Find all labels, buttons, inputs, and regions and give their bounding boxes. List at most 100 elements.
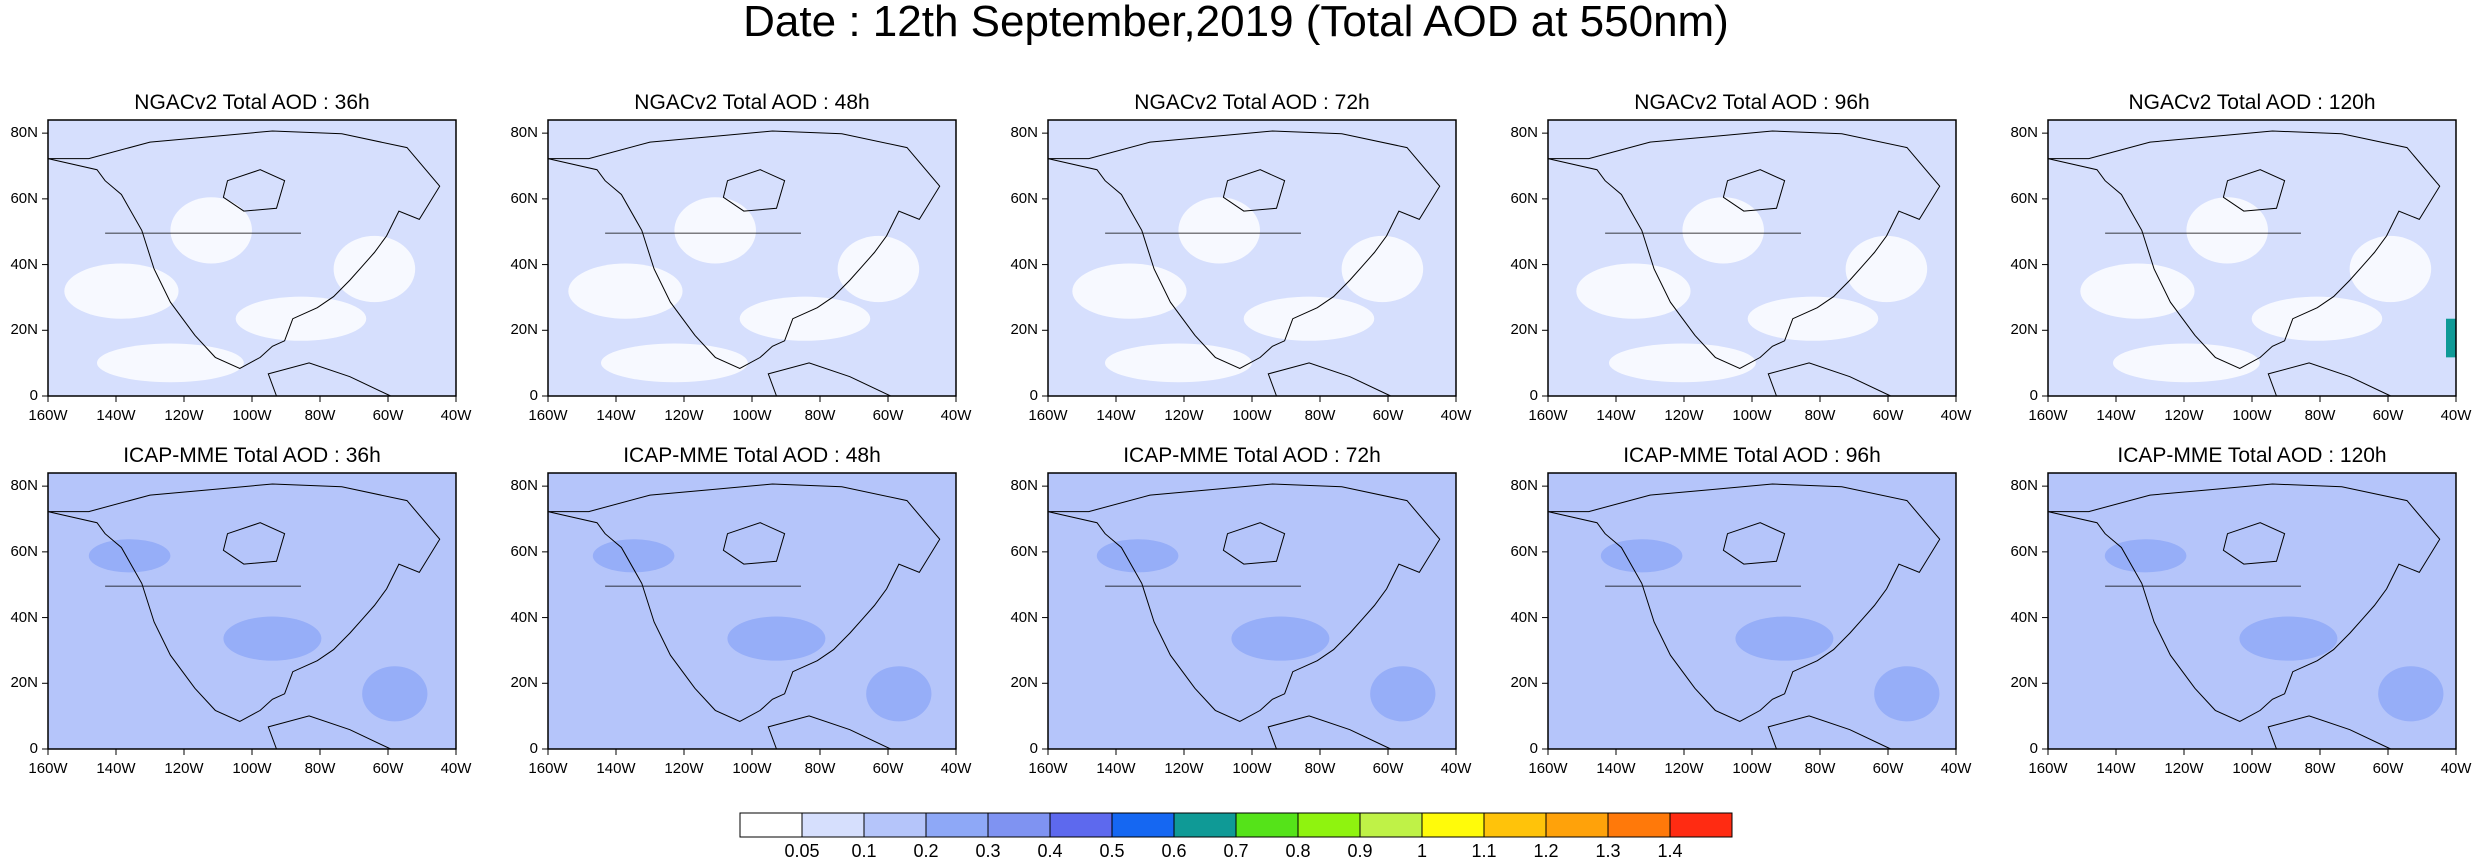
- lon-tick-label: 60W: [372, 407, 404, 424]
- lon-tick-label: 120W: [164, 407, 204, 424]
- lat-tick-label: 20N: [1010, 321, 1038, 339]
- lon-tick-label: 100W: [1732, 760, 1772, 777]
- aod-patch: [96, 343, 244, 383]
- colorbar-label: 0.1: [851, 841, 877, 861]
- lat-tick-label: 80N: [1010, 477, 1038, 495]
- coastline: [1047, 130, 1441, 369]
- lon-tick-label: 60W: [1372, 407, 1404, 424]
- colorbar-swatch: [1049, 812, 1113, 838]
- south-america-coast: [267, 362, 391, 397]
- south-america-coast: [2267, 362, 2391, 397]
- aod-patch: [2239, 616, 2338, 661]
- coastline: [547, 483, 941, 722]
- coastline: [2047, 130, 2441, 369]
- lat-tick-label: 0: [1529, 387, 1538, 404]
- lon-tick-label: 160W: [528, 760, 568, 777]
- panel-title: NGACv2 Total AOD : 96h: [1634, 91, 1870, 114]
- lat-tick-label: 40N: [2010, 255, 2038, 273]
- lat-tick-label: 0: [1029, 387, 1038, 404]
- lat-tick-label: 60N: [1510, 189, 1538, 207]
- hudson-bay-coast: [1222, 522, 1286, 565]
- lat-tick-label: 80N: [510, 477, 538, 495]
- lon-tick-label: 140W: [1596, 760, 1636, 777]
- hudson-bay-coast: [222, 169, 286, 212]
- lon-tick-label: 120W: [164, 760, 204, 777]
- lon-tick-label: 80W: [1304, 407, 1336, 424]
- aod-patch: [2112, 343, 2260, 383]
- lon-tick-label: 40W: [940, 407, 972, 424]
- colorbar-label: 0.6: [1161, 841, 1187, 861]
- hudson-bay-coast: [1222, 169, 1286, 212]
- aod-patch: [866, 666, 932, 722]
- aod-patch: [2186, 197, 2268, 264]
- aod-patch: [1845, 235, 1928, 303]
- colorbar-label: 1.3: [1595, 841, 1621, 861]
- lon-tick-label: 60W: [1872, 407, 1904, 424]
- aod-patch: [362, 666, 428, 722]
- lon-tick-label: 40W: [1940, 760, 1972, 777]
- map-panel: [1042, 472, 1457, 755]
- map-panel: [2042, 119, 2457, 402]
- coastline: [1547, 130, 1941, 369]
- colorbar-swatch: [1421, 812, 1485, 838]
- lon-tick-label: 80W: [304, 407, 336, 424]
- lon-tick-label: 100W: [732, 407, 772, 424]
- lat-tick-label: 60N: [2010, 189, 2038, 207]
- lon-tick-label: 160W: [1028, 407, 1068, 424]
- lon-tick-label: 60W: [872, 760, 904, 777]
- lat-tick-label: 40N: [1510, 608, 1538, 626]
- lat-tick-label: 40N: [510, 255, 538, 273]
- aod-patch: [2104, 539, 2187, 573]
- lon-tick-label: 60W: [872, 407, 904, 424]
- map-panel: [542, 472, 957, 755]
- coastline: [1547, 483, 1941, 722]
- south-america-coast: [2267, 715, 2391, 750]
- map-panel: [42, 472, 457, 755]
- aod-patch: [1608, 343, 1756, 383]
- map-panel: [2042, 472, 2457, 755]
- colorbar-label: 1.1: [1471, 841, 1497, 861]
- lon-tick-label: 100W: [732, 760, 772, 777]
- panel-title: NGACv2 Total AOD : 120h: [2128, 91, 2376, 114]
- aod-patch: [2349, 235, 2432, 303]
- lon-tick-label: 80W: [804, 407, 836, 424]
- south-america-coast: [767, 362, 891, 397]
- map-panel: [1542, 472, 1957, 755]
- lon-tick-label: 100W: [1732, 407, 1772, 424]
- aod-patch: [1735, 616, 1834, 661]
- lon-tick-label: 120W: [664, 760, 704, 777]
- colorbar-swatch: [801, 812, 865, 838]
- lat-tick-label: 60N: [1010, 189, 1038, 207]
- aod-patch: [1874, 666, 1940, 722]
- lon-tick-label: 120W: [1164, 760, 1204, 777]
- lat-tick-label: 20N: [10, 674, 38, 692]
- lat-tick-label: 0: [2029, 740, 2038, 757]
- lat-tick-label: 60N: [510, 189, 538, 207]
- lat-tick-label: 60N: [10, 189, 38, 207]
- colorbar-label: 0.8: [1285, 841, 1311, 861]
- lon-tick-label: 100W: [2232, 407, 2272, 424]
- lat-tick-label: 60N: [2010, 542, 2038, 560]
- colorbar-label: 0.9: [1347, 841, 1373, 861]
- lon-tick-label: 60W: [2372, 407, 2404, 424]
- lon-tick-label: 40W: [440, 760, 472, 777]
- lat-tick-label: 60N: [10, 542, 38, 560]
- panel-title: ICAP-MME Total AOD : 48h: [623, 444, 881, 467]
- colorbar-label: 0.4: [1037, 841, 1063, 861]
- map-panel: [1042, 119, 1457, 402]
- colorbar-swatch: [1111, 812, 1175, 838]
- coastline: [47, 483, 441, 722]
- lat-tick-label: 80N: [2010, 477, 2038, 495]
- aod-patch: [837, 235, 920, 303]
- lat-tick-label: 20N: [510, 321, 538, 339]
- lon-tick-label: 120W: [664, 407, 704, 424]
- colorbar-swatch: [1545, 812, 1609, 838]
- colorbar-swatch: [1607, 812, 1671, 838]
- aod-patch: [592, 539, 675, 573]
- aod-hotspot: [2446, 318, 2456, 358]
- aod-patch: [1576, 263, 1691, 319]
- lon-tick-label: 140W: [596, 407, 636, 424]
- lon-tick-label: 80W: [2304, 407, 2336, 424]
- colorbar-label: 0.7: [1223, 841, 1249, 861]
